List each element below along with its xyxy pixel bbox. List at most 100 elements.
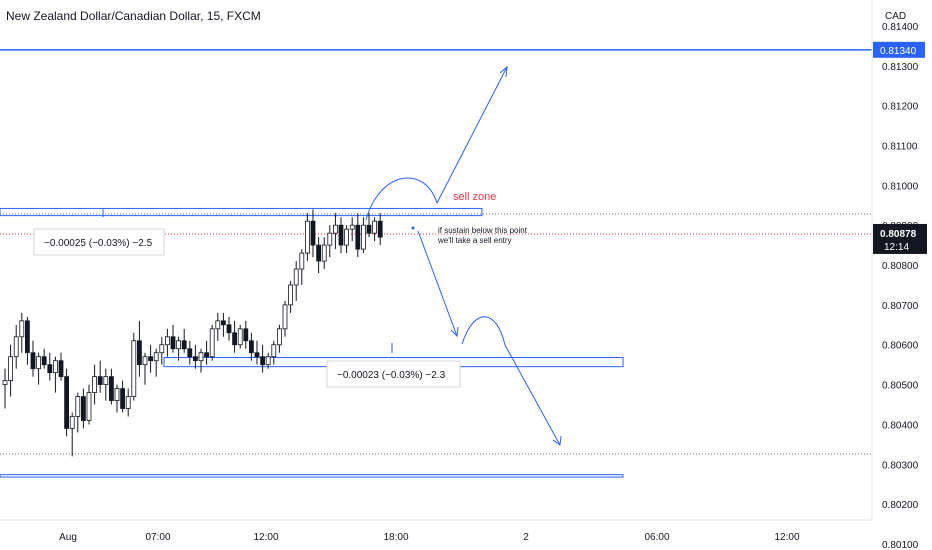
candle-body xyxy=(181,340,187,350)
arc-top[interactable] xyxy=(365,177,438,221)
candle[interactable] xyxy=(125,388,131,417)
candle[interactable] xyxy=(304,213,310,262)
candle[interactable] xyxy=(142,352,148,385)
candle-body xyxy=(366,224,372,234)
candle[interactable] xyxy=(248,332,254,361)
candle-body xyxy=(377,220,383,238)
candle[interactable] xyxy=(81,388,86,429)
candle[interactable] xyxy=(321,237,327,270)
candle[interactable] xyxy=(136,320,142,377)
candle[interactable] xyxy=(86,384,92,425)
candle[interactable] xyxy=(187,340,193,365)
candle[interactable] xyxy=(198,348,204,373)
x-tick-label: 18:00 xyxy=(383,532,408,543)
candle-body xyxy=(265,356,271,366)
candle[interactable] xyxy=(97,360,103,393)
candle[interactable] xyxy=(13,324,19,369)
candle[interactable] xyxy=(220,312,226,337)
candle[interactable] xyxy=(19,312,25,353)
candle[interactable] xyxy=(282,300,288,337)
candle[interactable] xyxy=(24,316,30,365)
candle[interactable] xyxy=(366,213,372,238)
candle[interactable] xyxy=(377,213,383,246)
candle[interactable] xyxy=(260,344,266,373)
y-tick-label: 0.80500 xyxy=(882,381,919,392)
candle[interactable] xyxy=(58,352,64,381)
candle[interactable] xyxy=(64,368,69,437)
candle[interactable] xyxy=(254,340,260,365)
candle[interactable] xyxy=(226,316,232,341)
candle[interactable] xyxy=(209,324,215,361)
arrow-down-1-head xyxy=(450,326,459,338)
candle-body xyxy=(24,320,30,354)
candle[interactable] xyxy=(344,225,350,254)
candle[interactable] xyxy=(310,209,316,258)
candle[interactable] xyxy=(53,356,58,393)
note-anchor-dot xyxy=(411,226,415,230)
candle[interactable] xyxy=(293,261,299,301)
candle[interactable] xyxy=(192,344,198,369)
candle[interactable] xyxy=(271,340,277,365)
candle[interactable] xyxy=(120,380,125,413)
candle-body xyxy=(136,340,142,366)
candle-body xyxy=(159,344,165,354)
measure-box-top[interactable] xyxy=(33,228,165,256)
time-axis[interactable]: Aug 07:00 12:00 18:00 2 06:00 12:00 xyxy=(0,519,872,543)
candle-body xyxy=(164,336,170,346)
candle[interactable] xyxy=(243,320,249,349)
candle[interactable] xyxy=(355,213,361,258)
candle[interactable] xyxy=(92,364,97,405)
candle[interactable] xyxy=(170,324,176,353)
y-tick-label: 0.80600 xyxy=(882,341,919,352)
candle[interactable] xyxy=(153,348,159,377)
candle[interactable] xyxy=(131,332,137,401)
arrow-down-2-line[interactable] xyxy=(504,344,561,446)
candle[interactable] xyxy=(265,352,271,369)
candle-body xyxy=(316,244,322,262)
candle-body xyxy=(69,416,75,429)
candle[interactable] xyxy=(2,368,8,409)
arc-bottom[interactable] xyxy=(461,316,506,346)
arrow-down-1-line[interactable] xyxy=(417,230,458,337)
candle[interactable] xyxy=(41,348,47,369)
candle[interactable] xyxy=(114,384,120,413)
price-axis[interactable]: CAD 0.81400 0.81300 0.81200 0.81100 0.81000 0… xyxy=(871,0,919,550)
currency-label: CAD xyxy=(885,11,906,22)
candle[interactable] xyxy=(372,217,378,242)
candle[interactable] xyxy=(360,217,366,254)
candle[interactable] xyxy=(215,312,221,341)
candle[interactable] xyxy=(36,352,41,385)
candle[interactable] xyxy=(47,352,53,381)
candle[interactable] xyxy=(30,340,36,377)
candle[interactable] xyxy=(299,249,305,285)
lower-target-band[interactable] xyxy=(0,474,624,478)
candle[interactable] xyxy=(338,217,344,254)
candle[interactable] xyxy=(159,336,165,365)
candle[interactable] xyxy=(176,336,182,361)
candle[interactable] xyxy=(288,280,294,313)
arrow-up-line[interactable] xyxy=(436,66,508,204)
candle[interactable] xyxy=(75,392,81,433)
candle[interactable] xyxy=(237,324,243,349)
candle-body xyxy=(2,380,8,386)
candle-body xyxy=(260,356,266,366)
candle-body xyxy=(327,232,333,246)
candle[interactable] xyxy=(69,412,75,457)
candle[interactable] xyxy=(181,328,187,353)
candle[interactable] xyxy=(109,368,114,405)
candle[interactable] xyxy=(332,213,338,250)
candle[interactable] xyxy=(316,237,322,274)
measure-box-bottom[interactable] xyxy=(326,360,461,388)
candle[interactable] xyxy=(276,324,282,353)
candle[interactable] xyxy=(148,344,154,373)
candle[interactable] xyxy=(103,368,109,401)
candle[interactable] xyxy=(327,225,333,258)
candle[interactable] xyxy=(204,340,210,365)
candle[interactable] xyxy=(164,328,170,357)
candle-body xyxy=(64,376,69,429)
candle[interactable] xyxy=(349,217,355,242)
candle[interactable] xyxy=(232,320,238,353)
candle[interactable] xyxy=(8,344,14,397)
sell-zone-band[interactable] xyxy=(0,207,483,217)
